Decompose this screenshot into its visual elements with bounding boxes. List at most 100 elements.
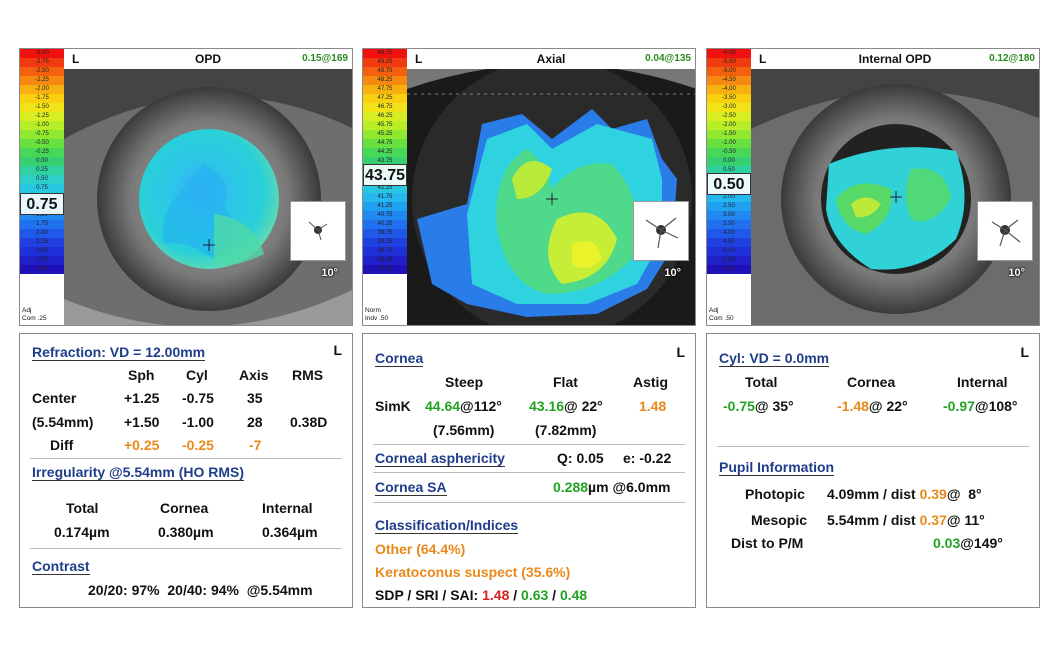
- scale-step: 3.50: [707, 220, 751, 229]
- internal-opd-map[interactable]: -6.00 -5.50 -5.00 -4.50 -4.00 -3.50 -3.00 -2.50…: [706, 48, 1040, 326]
- cornea-sa-unit: µm @6.0mm: [588, 479, 671, 495]
- scale-step: 0.25: [20, 166, 64, 175]
- scale-step: 2.50: [707, 202, 751, 211]
- photopic-label: Photopic: [745, 486, 805, 502]
- irregularity-title: Irregularity @5.54mm (HO RMS): [32, 464, 245, 481]
- eye-side-label: L: [415, 52, 423, 66]
- cornea-sa-row: 0.288µm @6.0mm: [553, 479, 670, 495]
- scale-footer-line: Adj: [709, 307, 719, 314]
- degree-label: 10°: [1008, 267, 1025, 279]
- simk-label: SimK: [375, 398, 411, 414]
- scale-step: 39.75: [363, 229, 407, 238]
- scale-step: 46.75: [363, 103, 407, 112]
- scale-step: 42.25: [363, 184, 407, 193]
- center-label: Center: [32, 390, 77, 406]
- scale-step: -6.00: [707, 49, 751, 58]
- map-corner-value: 0.15@169: [302, 53, 348, 64]
- divider: [717, 446, 1029, 447]
- scale-step: 3.00: [707, 211, 751, 220]
- map-header: L Axial 0.04@135: [407, 49, 695, 69]
- scale-step: -1.50: [20, 103, 64, 112]
- irr-cornea-value: 0.380µm: [158, 524, 214, 540]
- eye-side-label: L: [72, 52, 80, 66]
- scale-step: -1.00: [707, 139, 751, 148]
- scale-step: 37.75: [363, 265, 407, 274]
- scale-step: 0.50: [707, 166, 751, 175]
- flat-k-value: 43.16: [529, 398, 565, 414]
- scale-highlight-value: 0.75: [20, 193, 64, 215]
- astig-value: 1.48: [639, 398, 667, 414]
- cyl-value: -0.75: [182, 390, 214, 406]
- axial-map[interactable]: 49.75 49.25 48.75 48.25 47.75 47.25 46.75 46.25…: [362, 48, 696, 326]
- degree-label: 10°: [664, 267, 681, 279]
- opd-map[interactable]: -3.00 -2.75 -2.50 -2.25 -2.00 -1.75 -1.50 -1.25…: [19, 48, 353, 326]
- cyl-diff: -0.25: [182, 437, 214, 453]
- scale-step: 1.50: [20, 211, 64, 220]
- pm-angle: @149°: [960, 535, 1003, 551]
- mesopic-row: 5.54mm / dist 0.37@ 11°: [827, 512, 985, 528]
- scale-highlight-value: 43.75: [363, 164, 407, 186]
- mesopic-dist: 0.37: [919, 512, 947, 528]
- scale-step: 4.50: [707, 238, 751, 247]
- scale-step: 43.75: [363, 157, 407, 166]
- color-scale: -6.00 -5.50 -5.00 -4.50 -4.00 -3.50 -3.00 -2.50…: [707, 49, 752, 325]
- eye-side-label: L: [759, 52, 767, 66]
- scale-step: -4.00: [707, 85, 751, 94]
- col-sph: Sph: [128, 367, 155, 383]
- scale-step: -0.75: [20, 130, 64, 139]
- classification-kc-suspect: Keratoconus suspect (35.6%): [375, 564, 571, 580]
- scale-step: -3.00: [20, 49, 64, 58]
- indices-label: SDP / SRI / SAI:: [375, 587, 479, 603]
- scale-footer: Norm Indv .50: [363, 305, 407, 325]
- cornea-cyl-value: -1.48: [837, 398, 869, 414]
- scale-step: -2.25: [20, 76, 64, 85]
- contrast-title: Contrast: [32, 558, 90, 575]
- e-value: e: -0.22: [623, 450, 672, 466]
- scale-step: -3.50: [707, 94, 751, 103]
- scale-footer-line: Indv .50: [365, 315, 389, 322]
- diff-label: Diff: [50, 437, 74, 453]
- sdp-value: 1.48: [482, 587, 510, 603]
- scale-step: 0.00: [20, 157, 64, 166]
- contrast-values: 20/20: 97% 20/40: 94% @5.54mm: [88, 582, 313, 598]
- flat-k-row: 43.16@ 22°: [529, 398, 603, 414]
- psf-thumbnail: [633, 201, 689, 261]
- scale-step: 1.75: [20, 220, 64, 229]
- cornea-panel: Cornea L Steep Flat Astig SimK 44.64@112…: [362, 333, 696, 608]
- scale-step: -5.00: [707, 67, 751, 76]
- scale-step: 40.25: [363, 220, 407, 229]
- color-scale: -3.00 -2.75 -2.50 -2.25 -2.00 -1.75 -1.50 -1.25…: [20, 49, 65, 325]
- scale-step: 47.75: [363, 85, 407, 94]
- scale-step: -0.50: [707, 148, 751, 157]
- col-cornea: Cornea: [847, 374, 896, 390]
- scale-step: 6.00: [707, 265, 751, 274]
- scale-step: 5.00: [707, 247, 751, 256]
- scale-step: 38.25: [363, 256, 407, 265]
- scale-step: 45.75: [363, 121, 407, 130]
- scale-step: -2.00: [20, 85, 64, 94]
- rms-value: 0.38D: [290, 414, 328, 430]
- axis-value: 28: [247, 414, 263, 430]
- scale-step: -1.50: [707, 130, 751, 139]
- scale-step: 39.25: [363, 238, 407, 247]
- cyl-title: Cyl: VD = 0.0mm: [719, 350, 830, 367]
- col-flat: Flat: [553, 374, 578, 390]
- col-cyl: Cyl: [186, 367, 208, 383]
- scale-step: 47.25: [363, 94, 407, 103]
- refraction-panel: Refraction: VD = 12.00mm L Sph Cyl Axis …: [19, 333, 353, 608]
- eye-image: [407, 69, 695, 325]
- scale-step: -2.50: [707, 112, 751, 121]
- scale-step: 49.75: [363, 49, 407, 58]
- map-corner-value: 0.04@135: [645, 53, 691, 64]
- internal-cyl-axis: @108°: [974, 398, 1018, 414]
- refraction-title: Refraction: VD = 12.00mm: [32, 344, 206, 361]
- irr-internal-header: Internal: [262, 500, 313, 516]
- mesopic-label: Mesopic: [751, 512, 808, 528]
- slash: /: [548, 587, 560, 603]
- scale-footer-line: Adj: [22, 307, 32, 314]
- scale-step: 2.75: [20, 256, 64, 265]
- irr-cornea-header: Cornea: [160, 500, 209, 516]
- scale-step: -2.00: [707, 121, 751, 130]
- scale-footer: Adj Com .25: [20, 305, 64, 325]
- mesopic-angle: @ 11°: [946, 512, 985, 528]
